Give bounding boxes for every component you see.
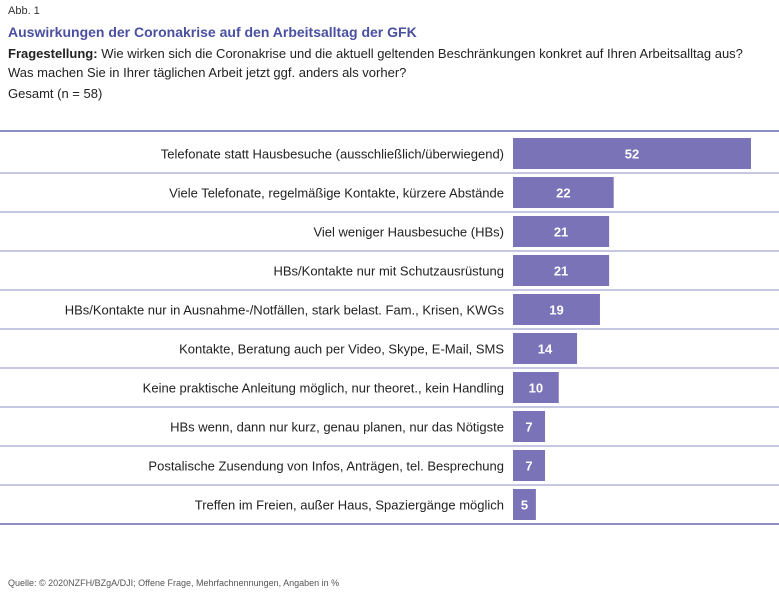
bar-10: [513, 489, 536, 520]
category-label-7: Keine praktische Anleitung möglich, nur …: [143, 381, 504, 396]
category-label-5: HBs/Kontakte nur in Ausnahme-/Notfällen,…: [65, 303, 505, 318]
chart-title: Auswirkungen der Coronakrise auf den Arb…: [8, 24, 417, 40]
value-label-4: 21: [554, 264, 568, 279]
question-text: Wie wirken sich die Coronakrise und die …: [8, 46, 743, 80]
value-label-8: 7: [525, 420, 532, 435]
category-label-9: Postalische Zusendung von Infos, Anträge…: [148, 459, 504, 474]
bar-2: [513, 177, 614, 208]
question: Fragestellung: Wie wirken sich die Coron…: [8, 44, 748, 82]
bar-8: [513, 411, 546, 442]
bar-3: [513, 216, 610, 247]
bar-4: [513, 255, 610, 286]
category-label-6: Kontakte, Beratung auch per Video, Skype…: [179, 342, 504, 357]
category-label-3: Viel weniger Hausbesuche (HBs): [313, 225, 504, 240]
category-label-1: Telefonate statt Hausbesuche (ausschließ…: [161, 147, 504, 162]
bar-chart: Telefonate statt Hausbesuche (ausschließ…: [0, 138, 779, 520]
value-label-2: 22: [556, 186, 570, 201]
source-note: Quelle: © 2020NZFH/BZgA/DJI; Offene Frag…: [8, 578, 340, 588]
bottom-rule: [0, 523, 779, 525]
value-label-6: 14: [538, 342, 553, 357]
category-label-10: Treffen im Freien, außer Haus, Spaziergä…: [195, 498, 504, 513]
value-label-3: 21: [554, 225, 568, 240]
category-label-4: HBs/Kontakte nur mit Schutzausrüstung: [273, 264, 504, 279]
bar-6: [513, 333, 578, 364]
bar-5: [513, 294, 600, 325]
value-label-5: 19: [549, 303, 563, 318]
bar-7: [513, 372, 559, 403]
value-label-10: 5: [521, 498, 528, 513]
category-label-8: HBs wenn, dann nur kurz, genau planen, n…: [170, 420, 504, 435]
question-label: Fragestellung:: [8, 46, 98, 61]
top-rule: [0, 130, 779, 132]
bar-1: [513, 138, 751, 169]
value-label-7: 10: [529, 381, 543, 396]
sample-size: Gesamt (n = 58): [8, 86, 103, 101]
figure-label: Abb. 1: [8, 5, 40, 17]
bar-9: [513, 450, 546, 481]
category-label-2: Viele Telefonate, regelmäßige Kontakte, …: [169, 186, 504, 201]
value-label-9: 7: [525, 459, 532, 474]
value-label-1: 52: [625, 147, 639, 162]
